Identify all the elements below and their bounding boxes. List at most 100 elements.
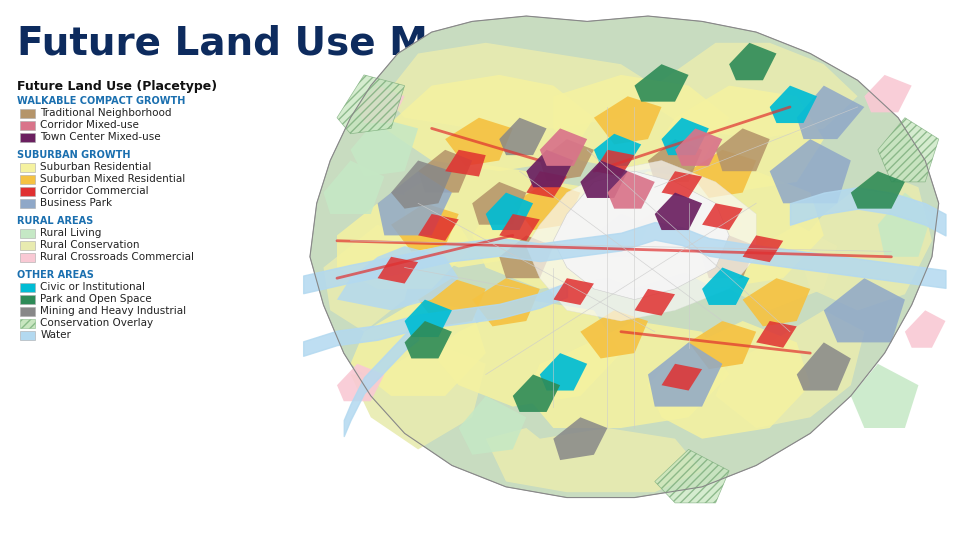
Polygon shape: [553, 171, 729, 300]
Polygon shape: [877, 193, 932, 257]
Polygon shape: [662, 118, 709, 155]
Text: Corridor Commercial: Corridor Commercial: [40, 187, 149, 196]
Polygon shape: [648, 342, 722, 407]
Polygon shape: [635, 64, 689, 102]
Polygon shape: [648, 321, 810, 439]
Polygon shape: [715, 310, 864, 428]
Bar: [20, 109, 35, 118]
Polygon shape: [594, 134, 642, 166]
Polygon shape: [500, 118, 547, 155]
Polygon shape: [458, 396, 526, 455]
Polygon shape: [337, 75, 405, 134]
Polygon shape: [742, 278, 810, 326]
Polygon shape: [770, 86, 817, 123]
Bar: [20, 331, 35, 340]
Polygon shape: [594, 96, 662, 144]
Polygon shape: [662, 171, 702, 198]
Polygon shape: [797, 86, 864, 139]
Text: Business Park: Business Park: [40, 198, 112, 209]
Text: SUBURBAN GROWTH: SUBURBAN GROWTH: [17, 150, 130, 160]
Polygon shape: [553, 75, 729, 171]
Polygon shape: [675, 128, 722, 166]
Polygon shape: [662, 171, 824, 289]
Text: Civic or Institutional: Civic or Institutional: [40, 282, 145, 293]
Text: Town Center Mixed-use: Town Center Mixed-use: [40, 133, 161, 142]
Polygon shape: [323, 160, 385, 214]
Polygon shape: [385, 75, 594, 171]
Text: Suburban Residential: Suburban Residential: [40, 163, 152, 172]
Text: Mining and Heavy Industrial: Mining and Heavy Industrial: [40, 307, 186, 317]
Polygon shape: [864, 75, 912, 112]
Text: Rural Conservation: Rural Conservation: [40, 241, 140, 250]
Polygon shape: [337, 246, 458, 310]
Polygon shape: [513, 374, 560, 412]
Text: Corridor Mixed-use: Corridor Mixed-use: [40, 120, 139, 131]
Polygon shape: [472, 182, 526, 225]
Text: Future Land Use Map: Future Land Use Map: [17, 25, 482, 63]
Polygon shape: [580, 310, 648, 358]
Polygon shape: [851, 171, 905, 209]
Polygon shape: [905, 310, 946, 348]
Bar: [20, 187, 35, 196]
Polygon shape: [594, 150, 635, 177]
Polygon shape: [770, 139, 851, 203]
Polygon shape: [655, 449, 729, 503]
Bar: [20, 199, 35, 208]
Polygon shape: [432, 300, 621, 407]
Polygon shape: [756, 321, 797, 348]
Polygon shape: [594, 214, 648, 257]
Polygon shape: [689, 321, 756, 369]
Bar: [20, 307, 35, 316]
Polygon shape: [729, 43, 777, 80]
Polygon shape: [500, 214, 540, 241]
Polygon shape: [445, 118, 513, 166]
Polygon shape: [358, 86, 405, 123]
Polygon shape: [526, 171, 567, 198]
Polygon shape: [351, 300, 485, 396]
Polygon shape: [405, 160, 553, 268]
Polygon shape: [500, 235, 553, 278]
Polygon shape: [526, 150, 573, 187]
Polygon shape: [405, 300, 452, 337]
Polygon shape: [797, 171, 932, 310]
Polygon shape: [378, 257, 418, 284]
Bar: [20, 133, 35, 142]
Polygon shape: [526, 160, 756, 321]
Text: OTHER AREAS: OTHER AREAS: [17, 270, 94, 280]
Polygon shape: [385, 43, 655, 128]
Text: Rural Crossroads Commercial: Rural Crossroads Commercial: [40, 253, 195, 263]
Polygon shape: [702, 268, 749, 305]
Polygon shape: [472, 182, 648, 289]
Text: WALKABLE COMPACT GROWTH: WALKABLE COMPACT GROWTH: [17, 96, 186, 106]
Bar: [20, 319, 35, 328]
Polygon shape: [580, 160, 628, 198]
Bar: [20, 241, 35, 250]
Polygon shape: [553, 278, 594, 305]
Polygon shape: [877, 118, 939, 182]
Polygon shape: [715, 128, 770, 171]
Polygon shape: [337, 364, 385, 401]
Bar: [20, 295, 35, 304]
Polygon shape: [655, 193, 702, 230]
Polygon shape: [553, 417, 607, 460]
Text: Rural Living: Rural Living: [40, 228, 102, 239]
Polygon shape: [391, 203, 458, 251]
Text: Traditional Neighborhood: Traditional Neighborhood: [40, 109, 172, 118]
Polygon shape: [824, 278, 905, 342]
Polygon shape: [351, 342, 485, 449]
Polygon shape: [526, 321, 729, 428]
Polygon shape: [851, 364, 919, 428]
Polygon shape: [702, 235, 756, 278]
Polygon shape: [513, 182, 580, 230]
Polygon shape: [418, 150, 472, 193]
Polygon shape: [540, 139, 594, 182]
Polygon shape: [553, 171, 742, 289]
Text: Water: Water: [40, 331, 71, 340]
Bar: [20, 253, 35, 262]
Polygon shape: [648, 139, 702, 182]
Polygon shape: [662, 364, 702, 391]
Polygon shape: [797, 342, 851, 391]
Polygon shape: [378, 171, 452, 235]
Polygon shape: [540, 353, 587, 391]
Polygon shape: [485, 193, 533, 230]
